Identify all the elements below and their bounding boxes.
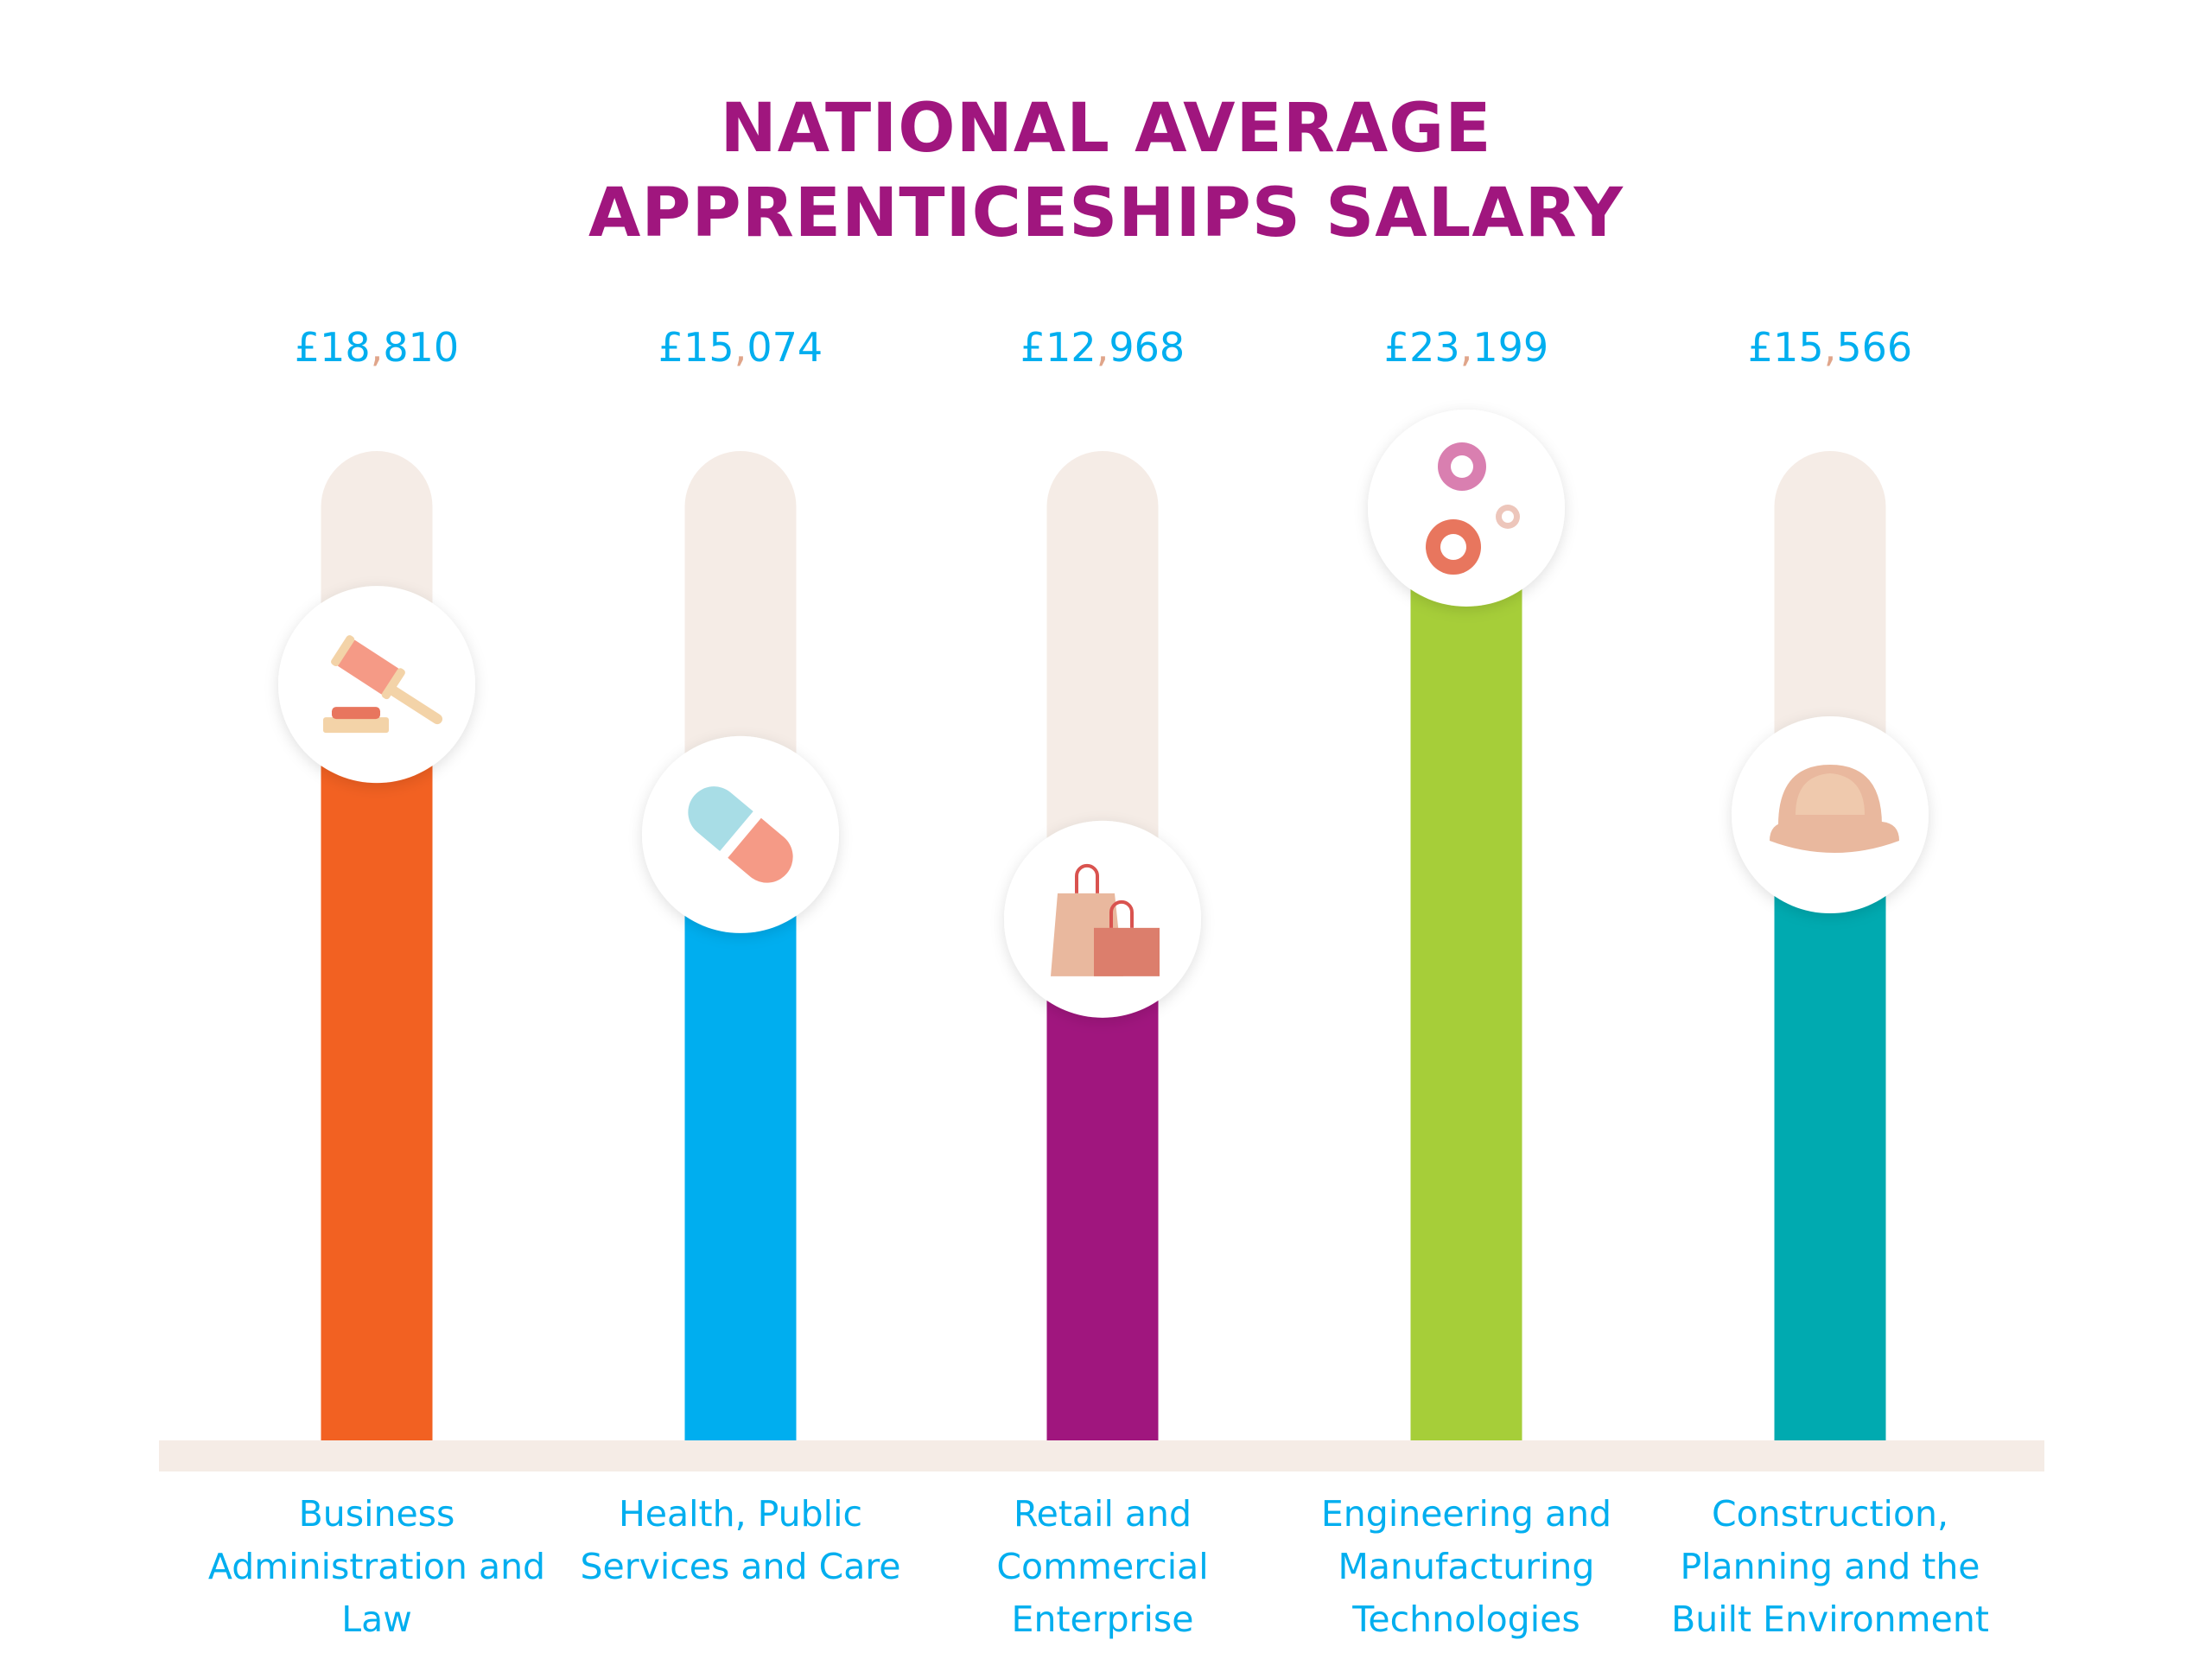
gavel-icon (323, 635, 442, 734)
pill-icon (688, 786, 793, 883)
category-label: Health, Public Services and Care (580, 1493, 901, 1587)
category-label: Construction, Planning and the Built Env… (1671, 1493, 1989, 1640)
data-label: £18,810 (294, 324, 460, 371)
hard-hat-icon (1770, 765, 1899, 854)
baseline (159, 1440, 2044, 1471)
gears-icon (1426, 442, 1520, 575)
chart-title: NATIONAL AVERAGE APPRENTICESHIPS SALARY (0, 86, 2212, 256)
bar (1774, 815, 1886, 1440)
shopping-bags-icon (1051, 863, 1160, 976)
bar-icon-circle (1368, 410, 1565, 607)
data-label: £12,968 (1020, 324, 1185, 371)
bar (684, 834, 797, 1440)
data-label: £23,199 (1383, 324, 1549, 371)
bar (1410, 508, 1522, 1440)
bar (321, 684, 433, 1440)
data-label: £15,566 (1747, 324, 1913, 371)
title-line-2: APPRENTICESHIPS SALARY (588, 175, 1624, 252)
category-label: Engineering and Manufacturing Technologi… (1320, 1493, 1612, 1640)
data-label: £15,074 (658, 324, 823, 371)
bar-icon-circle (642, 735, 839, 933)
title-line-1: NATIONAL AVERAGE (720, 90, 1492, 168)
category-label: Retail and Commercial Enterprise (996, 1493, 1209, 1640)
category-label: Business Administration and Law (207, 1493, 546, 1640)
